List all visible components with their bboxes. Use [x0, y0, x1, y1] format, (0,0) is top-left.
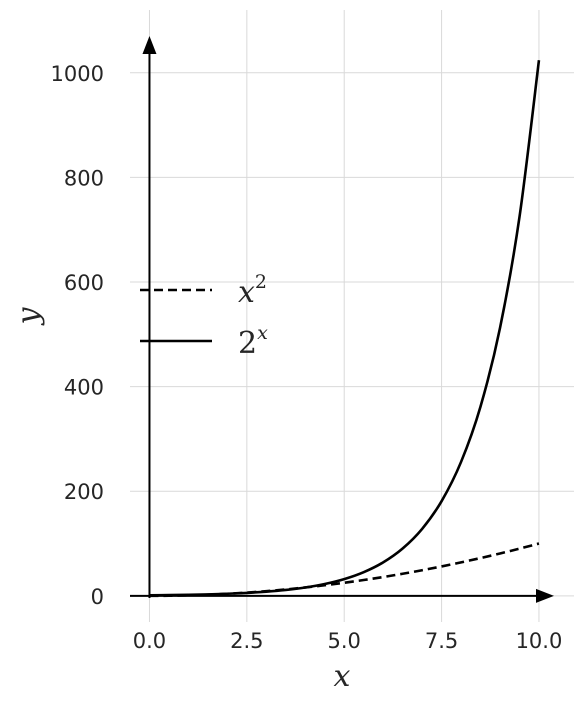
y-axis-arrowhead	[142, 36, 157, 54]
x-axis-arrowhead	[536, 588, 554, 603]
grid	[130, 10, 574, 622]
y-tick-label: 600	[64, 271, 104, 295]
x-axis-title: x	[334, 659, 351, 694]
axes	[130, 36, 554, 603]
x-tick-label: 5.0	[328, 629, 361, 653]
series	[149, 60, 541, 598]
x-tick-labels: 0.0 2.5 5.0 7.5 10.0	[133, 629, 563, 653]
y-axis-title: y	[11, 306, 46, 326]
y-tick-label: 200	[64, 480, 104, 504]
y-tick-label: 400	[64, 376, 104, 400]
y-tick-label: 800	[64, 166, 104, 190]
x-tick-label: 2.5	[230, 629, 263, 653]
x-tick-label: 0.0	[133, 629, 166, 653]
y-tick-labels: 0 200 400 600 800 1000	[51, 62, 104, 609]
legend-label-two-power-x: 2x	[238, 322, 268, 361]
series-line-two-power-x	[149, 60, 541, 597]
x-tick-label: 7.5	[425, 629, 458, 653]
legend-label-x-squared: x2	[238, 271, 267, 310]
y-tick-label: 0	[91, 585, 104, 609]
legend: x2 2x	[140, 271, 268, 361]
y-tick-label: 1000	[51, 62, 104, 86]
x-tick-label: 10.0	[516, 629, 563, 653]
